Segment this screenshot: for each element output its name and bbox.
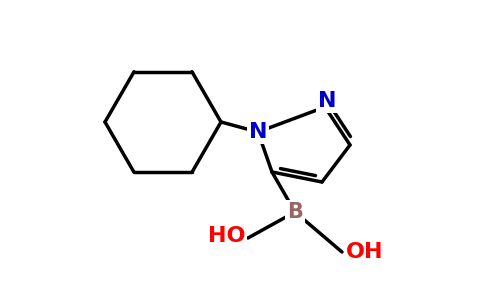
Text: N: N bbox=[249, 122, 267, 142]
Text: HO: HO bbox=[209, 226, 246, 246]
Text: B: B bbox=[287, 202, 303, 222]
Text: N: N bbox=[318, 91, 336, 111]
Text: OH: OH bbox=[346, 242, 383, 262]
